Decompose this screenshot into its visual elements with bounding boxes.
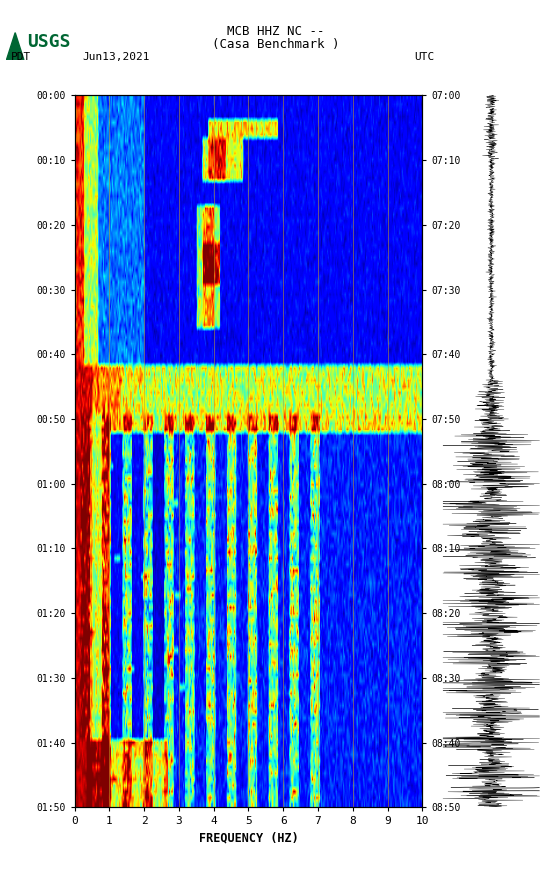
Text: Jun13,2021: Jun13,2021: [83, 52, 150, 62]
Text: PDT: PDT: [11, 52, 31, 62]
X-axis label: FREQUENCY (HZ): FREQUENCY (HZ): [199, 832, 298, 845]
Polygon shape: [7, 33, 24, 60]
Text: UTC: UTC: [414, 52, 434, 62]
Text: MCB HHZ NC --: MCB HHZ NC --: [227, 25, 325, 38]
Text: USGS: USGS: [28, 33, 71, 51]
Text: (Casa Benchmark ): (Casa Benchmark ): [213, 38, 339, 52]
